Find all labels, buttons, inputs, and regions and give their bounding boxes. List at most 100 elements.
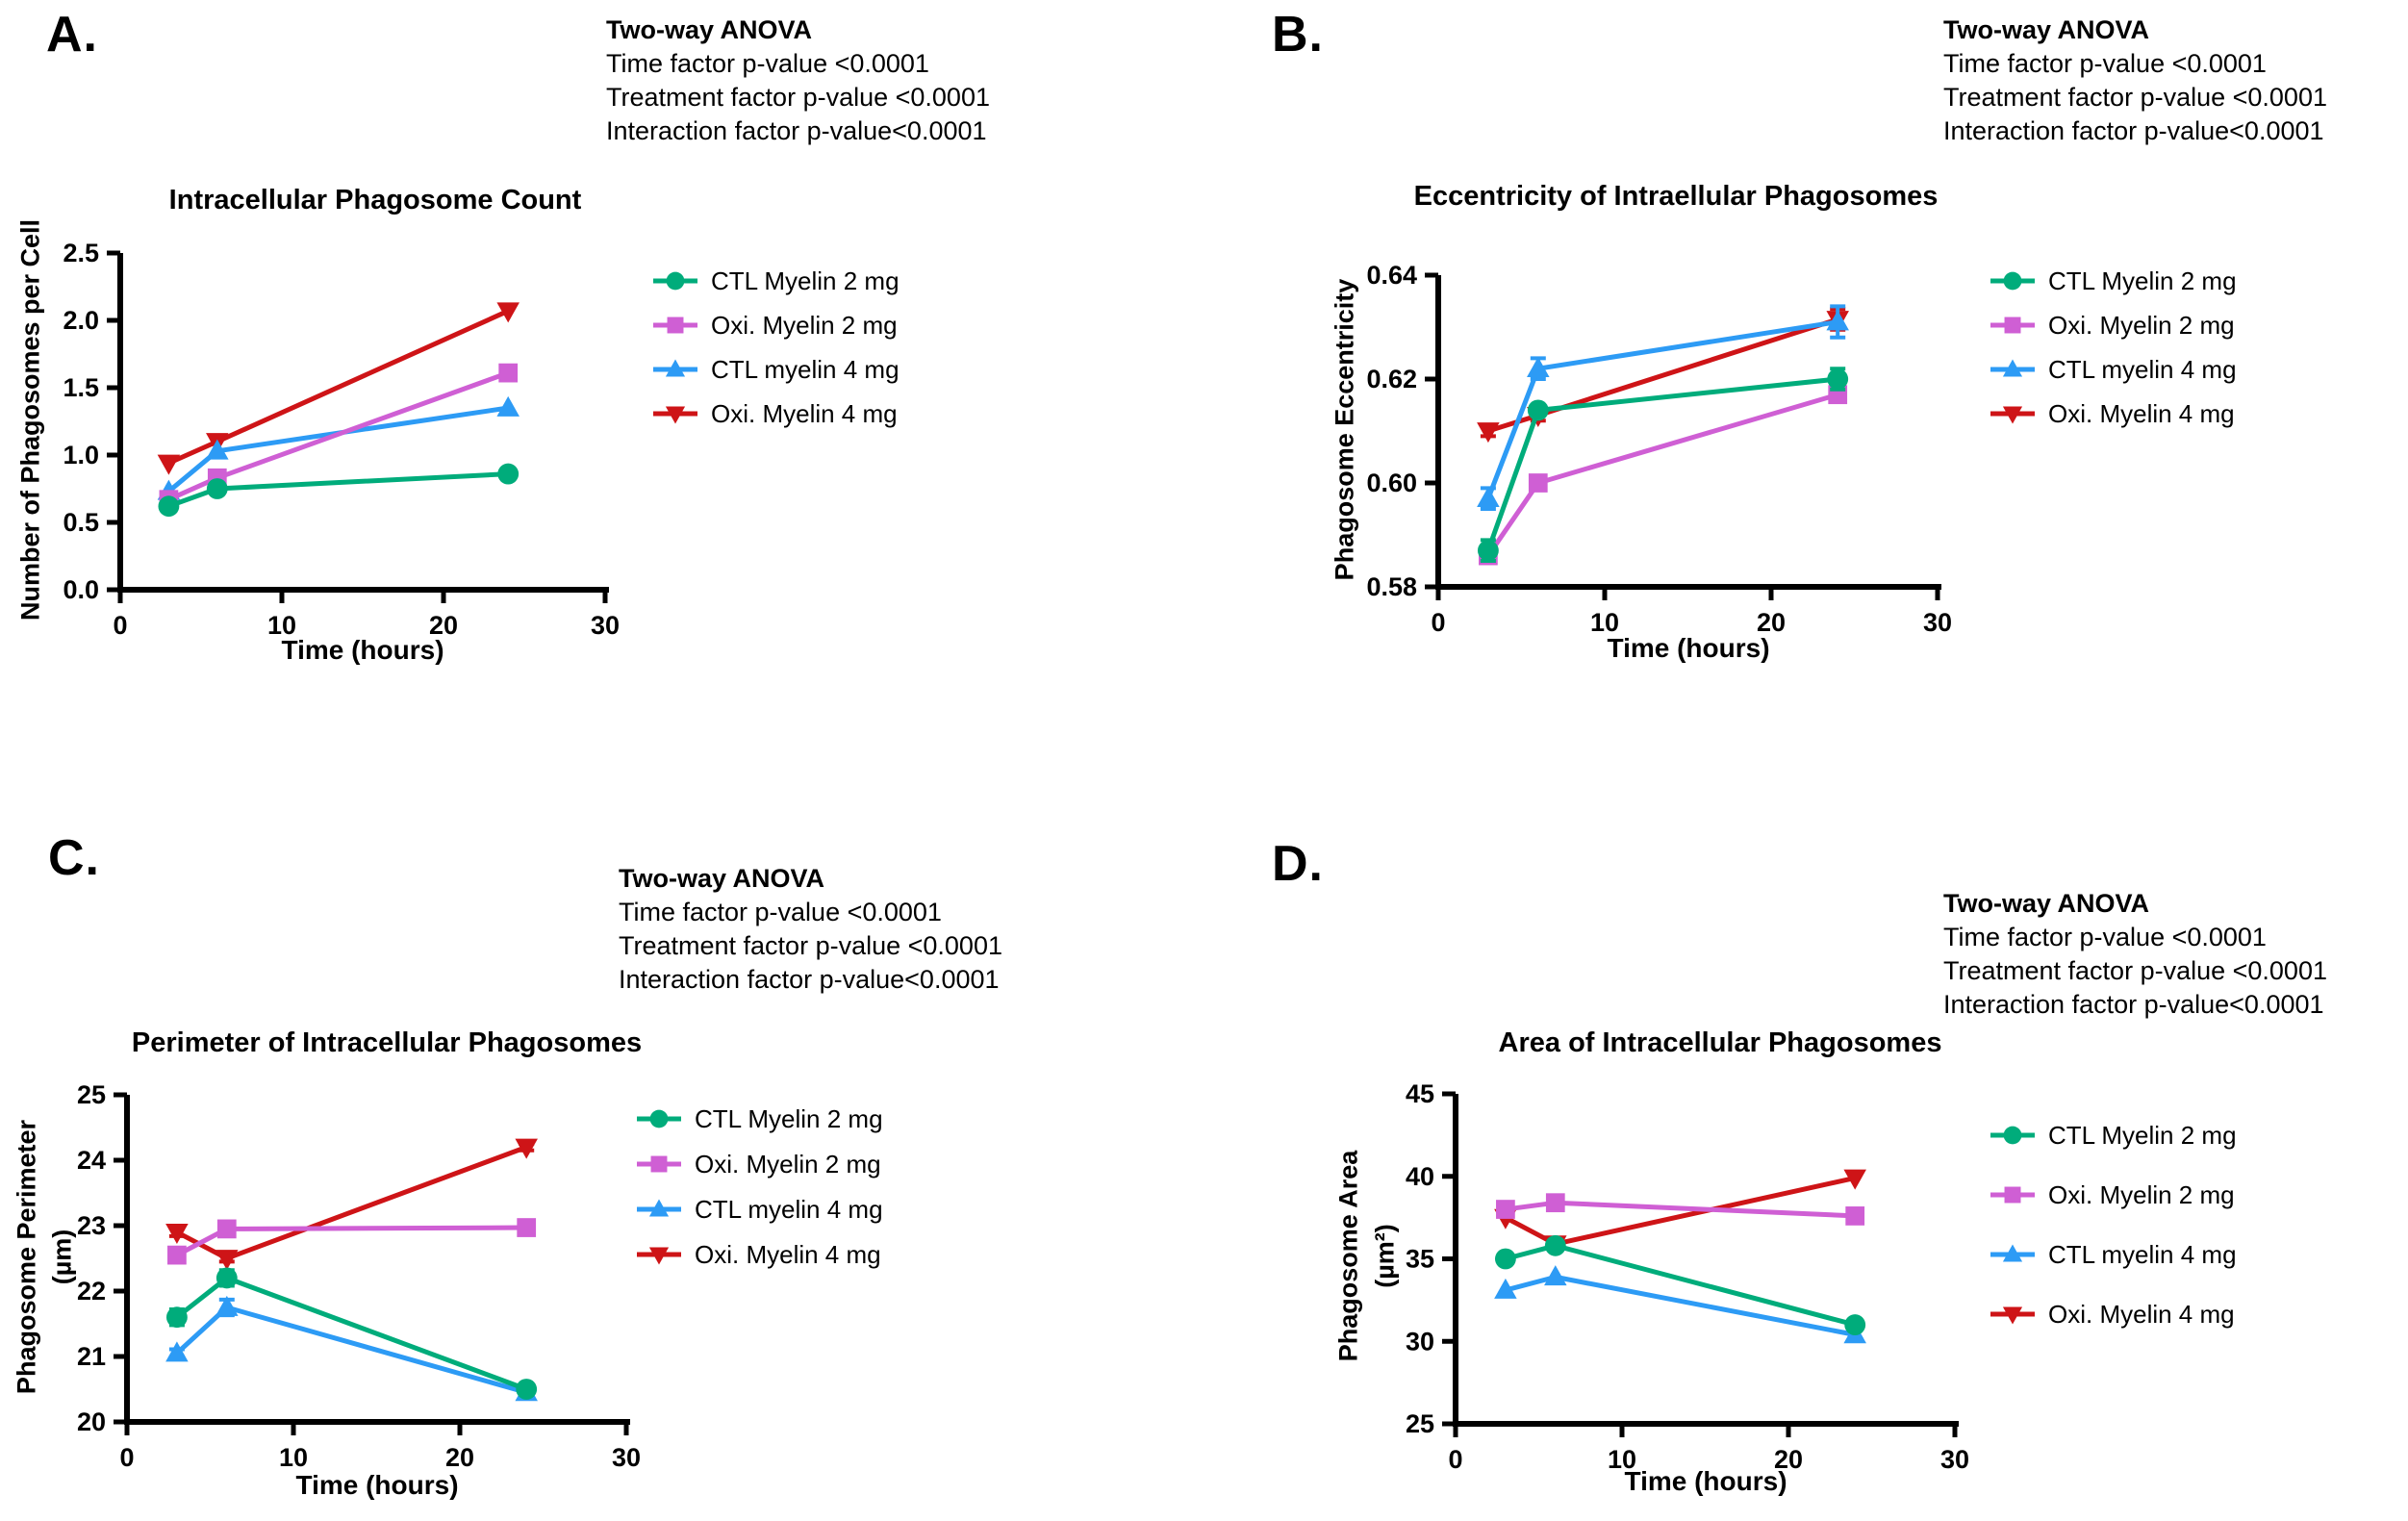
series-line xyxy=(174,1275,529,1392)
x-tick-label: 20 xyxy=(429,611,458,640)
y-axis-units-c: (µm) xyxy=(47,1229,77,1285)
circle-legend-icon xyxy=(1990,271,2035,291)
legend-item: Oxi. Myelin 4 mg xyxy=(652,399,898,428)
anova-title: Two-way ANOVA xyxy=(1943,15,2150,44)
panel-b-label: B. xyxy=(1272,7,1324,63)
data-point-marker xyxy=(1477,487,1500,508)
circle-legend-icon xyxy=(1990,1126,2035,1145)
legend-item-label: CTL Myelin 2 mg xyxy=(695,1103,883,1133)
data-point-marker xyxy=(1544,1234,1566,1256)
y-axis-units-d: (µm²) xyxy=(1370,1224,1400,1288)
data-point-marker xyxy=(1528,473,1548,493)
triangle-down-legend-icon xyxy=(1990,406,2035,424)
data-point-marker xyxy=(497,463,520,485)
data-point-marker xyxy=(1826,310,1849,331)
x-tick-label: 30 xyxy=(591,611,620,640)
data-point-marker xyxy=(157,454,181,475)
x-tick-label: 20 xyxy=(1774,1445,1803,1474)
legend-item: Oxi. Myelin 4 mg xyxy=(1990,398,2235,428)
data-point-marker xyxy=(165,1223,189,1244)
data-point-marker xyxy=(1494,1248,1516,1270)
y-tick-label: 23 xyxy=(77,1211,106,1240)
square-legend-icon xyxy=(653,317,697,334)
legend-item: Oxi. Myelin 2 mg xyxy=(652,311,898,340)
x-tick-label: 10 xyxy=(1608,1445,1636,1474)
legend-item-label: Oxi. Myelin 4 mg xyxy=(2048,398,2235,428)
data-point-marker xyxy=(165,1341,189,1362)
triangle-up-legend-icon xyxy=(637,1199,681,1217)
data-point-marker xyxy=(1496,1200,1515,1219)
legend-item: CTL Myelin 2 mg xyxy=(1990,266,2237,295)
y-tick-label: 0.58 xyxy=(1366,572,1417,601)
legend-item: CTL Myelin 2 mg xyxy=(636,1103,883,1133)
x-tick-label: 30 xyxy=(1923,608,1952,637)
y-tick-label: 45 xyxy=(1406,1079,1434,1108)
anova-line: Time factor p-value <0.0001 xyxy=(1943,49,2267,78)
y-tick-label: 40 xyxy=(1406,1162,1434,1191)
circle-legend-marker xyxy=(2003,1126,2022,1145)
square-legend-marker xyxy=(650,1155,668,1173)
legend-item: CTL myelin 4 mg xyxy=(636,1195,883,1224)
anova-block-c: Two-way ANOVA Time factor p-value <0.000… xyxy=(619,862,1138,997)
y-axis-title-a: Number of Phagosomes per Cell xyxy=(15,218,45,621)
y-axis-title-c: Phagosome Perimeter xyxy=(12,1119,41,1395)
y-tick-label: 25 xyxy=(1406,1409,1434,1438)
y-axis-title-b: Phagosome Eccentricity xyxy=(1330,278,1359,581)
x-tick-label: 0 xyxy=(1448,1445,1462,1474)
y-tick-label: 2.0 xyxy=(63,306,99,335)
x-tick-label: 10 xyxy=(279,1443,308,1472)
y-tick-label: 22 xyxy=(77,1277,106,1306)
chart-title-b: Eccentricity of Intraellular Phagosomes xyxy=(1413,181,1939,212)
y-tick-label: 20 xyxy=(77,1407,106,1436)
triangle-up-legend-marker xyxy=(665,359,686,377)
x-axis-title-d: Time (hours) xyxy=(1624,1466,1787,1496)
square-legend-marker xyxy=(667,317,684,334)
anova-title: Two-way ANOVA xyxy=(1943,889,2150,918)
x-axis-title-b: Time (hours) xyxy=(1607,633,1770,663)
data-point-marker xyxy=(206,478,228,499)
triangle-up-legend-marker xyxy=(2002,359,2023,377)
data-point-marker xyxy=(516,1379,538,1400)
triangle-down-legend-icon xyxy=(1990,1306,2035,1325)
chart-title-d: Area of Intracellular Phagosomes xyxy=(1498,1027,1942,1058)
legend-item-label: Oxi. Myelin 2 mg xyxy=(2048,310,2235,340)
data-point-marker xyxy=(215,1250,239,1271)
anova-line: Interaction factor p-value<0.0001 xyxy=(606,116,987,145)
data-point-marker xyxy=(1845,1206,1865,1226)
circle-legend-marker xyxy=(2003,271,2022,291)
triangle-down-legend-marker xyxy=(648,1247,670,1265)
legend-item-label: Oxi. Myelin 2 mg xyxy=(695,1149,881,1179)
y-tick-label: 0.60 xyxy=(1366,469,1417,497)
legend-item: CTL myelin 4 mg xyxy=(1990,1240,2237,1269)
x-tick-label: 0 xyxy=(113,611,127,640)
data-point-marker xyxy=(167,1245,187,1265)
series-line xyxy=(1503,1274,1858,1337)
triangle-down-legend-marker xyxy=(2002,1306,2023,1325)
data-point-marker xyxy=(1527,399,1549,421)
triangle-down-legend-marker xyxy=(665,406,686,424)
triangle-down-legend-icon xyxy=(637,1247,681,1265)
chart-title-a: Intracellular Phagosome Count xyxy=(168,185,582,215)
anova-line: Interaction factor p-value<0.0001 xyxy=(1943,116,2324,145)
triangle-up-legend-icon xyxy=(1990,359,2035,377)
anova-line: Time factor p-value <0.0001 xyxy=(1943,923,2267,951)
y-tick-label: 24 xyxy=(77,1146,106,1175)
series-line xyxy=(174,1144,529,1261)
legend-item: Oxi. Myelin 2 mg xyxy=(1990,1180,2235,1209)
square-legend-icon xyxy=(1990,317,2035,334)
anova-line: Treatment factor p-value <0.0001 xyxy=(1943,956,2327,985)
legend-item-label: CTL Myelin 2 mg xyxy=(711,266,900,295)
anova-block-a: Two-way ANOVA Time factor p-value <0.000… xyxy=(606,13,1126,148)
data-point-marker xyxy=(1477,422,1500,444)
panel-c-label: C. xyxy=(48,830,100,886)
data-point-marker xyxy=(1545,1193,1565,1213)
square-legend-icon xyxy=(1990,1186,2035,1204)
series-line xyxy=(174,1305,529,1395)
triangle-up-legend-marker xyxy=(2002,1244,2023,1262)
legend-item: CTL myelin 4 mg xyxy=(652,355,900,384)
anova-line: Interaction factor p-value<0.0001 xyxy=(1943,990,2324,1019)
data-point-marker xyxy=(158,495,180,518)
data-point-marker xyxy=(1494,1278,1517,1299)
x-tick-label: 10 xyxy=(1590,608,1619,637)
data-point-marker xyxy=(496,302,520,323)
